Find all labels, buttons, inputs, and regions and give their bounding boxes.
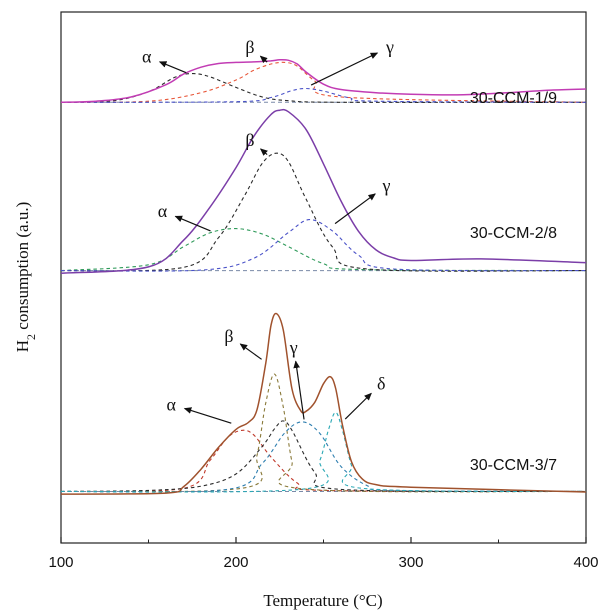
peak-annotation-label: α (167, 394, 177, 414)
peak-annotation-arrow (344, 392, 372, 420)
peak-annotation-arrow (158, 61, 187, 74)
peak-annotation-label: α (158, 201, 168, 221)
y-axis-title: H2 consumption (a.u.) (13, 202, 38, 352)
component-peak-curve (60, 228, 587, 272)
component-peak-curve (60, 219, 587, 272)
peak-annotation-label: γ (382, 175, 391, 195)
peak-annotation-arrow (310, 52, 379, 86)
peak-annotation-label: δ (377, 374, 385, 394)
component-peak-curve (60, 429, 587, 493)
x-tick-label: 300 (398, 554, 423, 571)
total-profile-curve (60, 312, 587, 495)
x-tick-label: 200 (223, 554, 248, 571)
peak-annotation-label: γ (385, 37, 394, 57)
total-profile-curve (60, 58, 587, 104)
component-peak-curve (60, 420, 587, 493)
peak-annotation-arrow (259, 148, 268, 156)
peak-annotation-label: β (224, 326, 233, 346)
sample-labels: 30-CCM-1/9 30-CCM-2/8 30-CCM-3/7 (470, 90, 557, 474)
peak-annotation-arrow (239, 343, 262, 360)
sample-label: 30-CCM-2/8 (470, 225, 557, 242)
component-peak-curve (60, 152, 587, 272)
component-peak-curve (60, 373, 587, 493)
peak-annotation-label: β (245, 37, 254, 57)
peak-annotation-arrow (293, 360, 305, 420)
peak-annotation-arrow (174, 215, 211, 232)
x-tick-label: 100 (48, 554, 73, 571)
annotations: α β γ α β γ α β γ δ (142, 37, 394, 424)
total-profile-curve (60, 108, 587, 275)
sample-label: 30-CCM-3/7 (470, 457, 557, 474)
component-peak-curve (60, 61, 587, 103)
peak-annotation-label: γ (289, 337, 298, 357)
x-ticks: 100 200 300 400 (48, 537, 599, 571)
sample-label: 30-CCM-1/9 (470, 90, 557, 107)
peak-annotation-arrow (334, 193, 376, 225)
peak-annotation-arrow (183, 407, 232, 424)
component-peak-curve (60, 411, 587, 493)
x-tick-label: 400 (573, 554, 598, 571)
component-peak-curve (60, 421, 587, 493)
peak-annotation-label: α (142, 46, 152, 66)
peak-annotation-label: β (245, 130, 254, 150)
x-axis-title: Temperature (°C) (263, 591, 382, 610)
curves (60, 58, 587, 495)
peak-annotation-arrow (259, 55, 268, 64)
